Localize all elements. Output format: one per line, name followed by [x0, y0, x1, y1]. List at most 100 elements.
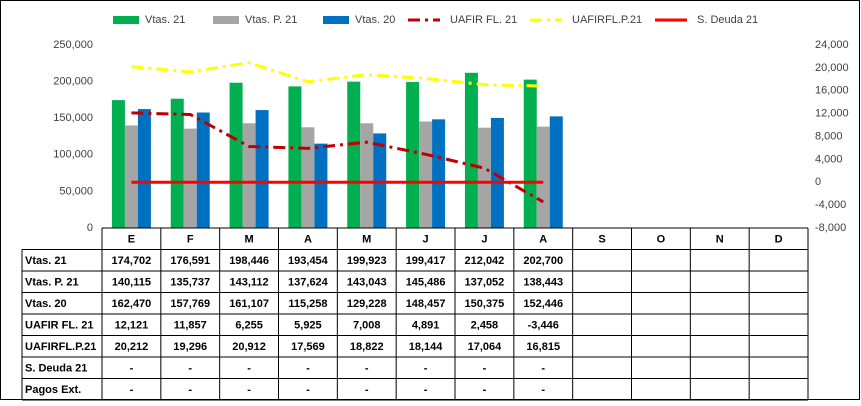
x-tick-label: M — [244, 234, 253, 246]
bar — [419, 121, 433, 228]
table-cell: -3,446 — [528, 320, 559, 332]
y2-tick-label: -8,000 — [815, 222, 846, 234]
legend-label: UAFIRFL.P.21 — [572, 14, 642, 26]
bar — [347, 81, 361, 228]
y2-tick-label: 8,000 — [815, 130, 843, 142]
table-cell: 7,008 — [353, 320, 381, 332]
table-cell: 143,043 — [347, 277, 387, 289]
table-cell: - — [130, 384, 134, 396]
y2-tick-label: 12,000 — [815, 108, 849, 120]
table-cell: 176,591 — [170, 255, 210, 267]
table-cell: 193,454 — [288, 255, 329, 267]
bar — [111, 100, 125, 228]
y2-tick-label: 4,000 — [815, 153, 843, 165]
table-cell: 20,212 — [115, 341, 149, 353]
table-cell: 18,822 — [350, 341, 384, 353]
table-cell: 198,446 — [229, 255, 269, 267]
table-cell: 12,121 — [115, 320, 149, 332]
table-row-label: S. Deuda 21 — [25, 363, 87, 375]
bar — [360, 123, 374, 228]
table-cell: 148,457 — [406, 298, 446, 310]
legend-swatch — [113, 16, 139, 24]
x-tick-label: F — [187, 234, 194, 246]
y-tick-label: 50,000 — [59, 185, 93, 197]
line-series — [131, 61, 544, 88]
x-tick-label: A — [539, 234, 547, 246]
y2-tick-label: 20,000 — [815, 62, 849, 74]
y-tick-label: 200,000 — [53, 76, 93, 88]
y-tick-label: 100,000 — [53, 149, 93, 161]
x-tick-label: J — [481, 234, 487, 246]
table-cell: 129,228 — [347, 298, 387, 310]
table-cell: 140,115 — [112, 277, 151, 289]
bar — [170, 98, 184, 229]
table-cell: 6,255 — [235, 320, 263, 332]
y-tick-label: 250,000 — [53, 39, 93, 51]
table-cell: 137,624 — [288, 277, 329, 289]
table-row-label: Vtas. 21 — [25, 255, 67, 267]
bar — [536, 126, 550, 228]
table-cell: 20,912 — [232, 341, 266, 353]
y2-tick-label: 0 — [815, 176, 821, 188]
table-cell: 174,702 — [112, 255, 152, 267]
table-row-label: Vtas. 20 — [25, 298, 67, 310]
y-tick-label: 0 — [87, 222, 93, 234]
table-cell: 138,443 — [523, 277, 563, 289]
table-cell: 5,925 — [294, 320, 322, 332]
table-cell: 152,446 — [523, 298, 563, 310]
legend-label: S. Deuda 21 — [697, 14, 758, 26]
table-cell: 212,042 — [465, 255, 505, 267]
bar — [490, 117, 504, 228]
table-cell: 137,052 — [465, 277, 505, 289]
table-cell: 19,296 — [173, 341, 207, 353]
x-tick-label: A — [304, 234, 312, 246]
table-cell: 11,857 — [174, 320, 207, 332]
table-cell: 17,569 — [291, 341, 325, 353]
table-cell: 16,815 — [526, 341, 560, 353]
bar — [523, 79, 537, 228]
table-cell: - — [483, 384, 487, 396]
table-row-label: UAFIR FL. 21 — [25, 320, 93, 332]
table-cell: - — [424, 363, 428, 375]
bar — [196, 112, 210, 228]
bar — [242, 123, 256, 228]
table-cell: - — [424, 384, 428, 396]
table-cell: - — [365, 384, 369, 396]
legend-label: Vtas. P. 21 — [245, 14, 297, 26]
table-cell: - — [541, 384, 545, 396]
x-tick-label: E — [128, 234, 135, 246]
bar — [432, 119, 446, 228]
table-row-label: Vtas. P. 21 — [25, 277, 79, 289]
bar — [549, 116, 563, 228]
x-tick-label: O — [657, 234, 666, 246]
table-cell: - — [541, 363, 545, 375]
y2-tick-label: 24,000 — [815, 39, 849, 51]
table-cell: 199,417 — [406, 255, 446, 267]
legend-swatch — [213, 16, 239, 24]
legend-label: UAFIR FL. 21 — [450, 14, 517, 26]
table-cell: - — [247, 363, 251, 375]
bar — [314, 143, 328, 228]
x-tick-label: S — [598, 234, 605, 246]
table-cell: 199,923 — [347, 255, 387, 267]
table-cell: 145,486 — [406, 277, 446, 289]
legend-label: Vtas. 20 — [355, 14, 395, 26]
line-series — [131, 111, 544, 204]
legend-label: Vtas. 21 — [145, 14, 185, 26]
legend-swatch — [323, 16, 349, 24]
bar — [477, 127, 491, 228]
table-cell: 2,458 — [471, 320, 499, 332]
bar — [124, 125, 138, 228]
bar — [229, 82, 243, 229]
table-cell: - — [188, 384, 192, 396]
table-cell: - — [130, 363, 134, 375]
table-row-label: UAFIRFL.P.21 — [25, 341, 96, 353]
table-cell: - — [483, 363, 487, 375]
bar — [406, 82, 420, 228]
table-cell: 161,107 — [229, 298, 269, 310]
table-cell: - — [306, 384, 310, 396]
table-cell: 150,375 — [465, 298, 505, 310]
bar — [255, 110, 269, 228]
x-tick-label: N — [716, 234, 724, 246]
